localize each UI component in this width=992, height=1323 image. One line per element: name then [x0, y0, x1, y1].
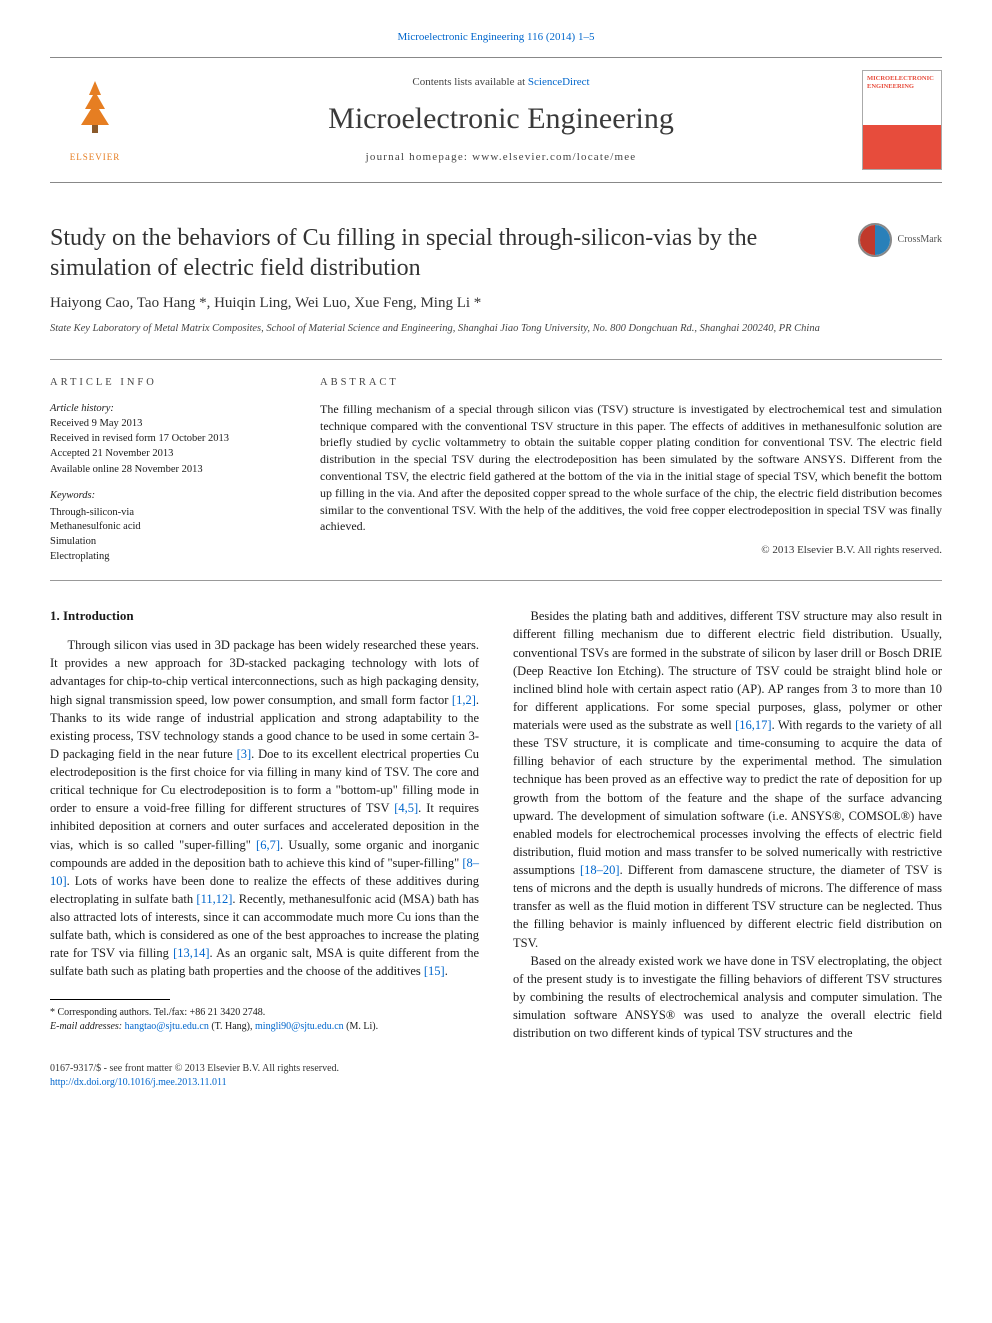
masthead-center: Contents lists available at ScienceDirec… [140, 75, 862, 166]
keywords-block: Keywords: Through-silicon-via Methanesul… [50, 489, 280, 564]
keyword: Methanesulfonic acid [50, 520, 280, 535]
history-line: Accepted 21 November 2013 [50, 446, 280, 461]
abstract-heading: ABSTRACT [320, 376, 942, 391]
journal-title: Microelectronic Engineering [140, 98, 862, 140]
body-paragraph: Based on the already existed work we hav… [513, 952, 942, 1043]
citation-ref[interactable]: [11,12] [196, 892, 232, 906]
citation-link[interactable]: Microelectronic Engineering 116 (2014) 1… [398, 31, 595, 43]
citation-ref[interactable]: [13,14] [173, 946, 209, 960]
authors: Haiyong Cao, Tao Hang *, Huiqin Ling, We… [50, 293, 942, 314]
citation-ref[interactable]: [18–20] [580, 863, 620, 877]
doi-link[interactable]: http://dx.doi.org/10.1016/j.mee.2013.11.… [50, 1077, 227, 1088]
elsevier-name: ELSEVIER [70, 151, 121, 164]
citation-ref[interactable]: [16,17] [735, 718, 771, 732]
keyword: Through-silicon-via [50, 506, 280, 521]
abstract-column: ABSTRACT The filling mechanism of a spec… [320, 376, 942, 564]
citation-ref[interactable]: [6,7] [256, 838, 280, 852]
crossmark-label: CrossMark [898, 233, 942, 247]
contents-prefix: Contents lists available at [412, 76, 527, 88]
email-lead: E-mail addresses: [50, 1021, 125, 1032]
journal-cover-thumbnail: MICROELECTRONIC ENGINEERING [862, 70, 942, 170]
cover-title: MICROELECTRONIC ENGINEERING [867, 75, 937, 89]
front-matter-line: 0167-9317/$ - see front matter © 2013 El… [50, 1062, 942, 1076]
history-line: Available online 28 November 2013 [50, 462, 280, 477]
history-lead: Article history: [50, 401, 280, 416]
citation-ref[interactable]: [8–10] [50, 856, 479, 888]
article-title: Study on the behaviors of Cu filling in … [50, 223, 858, 283]
elsevier-tree-icon [69, 77, 121, 148]
email-who: (M. Li). [344, 1021, 378, 1032]
elsevier-logo: ELSEVIER [50, 70, 140, 170]
article-info-heading: ARTICLE INFO [50, 376, 280, 391]
keyword: Simulation [50, 535, 280, 550]
footnote-separator [50, 999, 170, 1000]
abstract-text: The filling mechanism of a special throu… [320, 401, 942, 535]
email-link[interactable]: mingli90@sjtu.edu.cn [255, 1021, 344, 1032]
keywords-lead: Keywords: [50, 489, 280, 504]
email-link[interactable]: hangtao@sjtu.edu.cn [125, 1021, 209, 1032]
citation-header: Microelectronic Engineering 116 (2014) 1… [50, 30, 942, 45]
citation-ref[interactable]: [1,2] [452, 693, 476, 707]
section-heading: 1. Introduction [50, 607, 479, 626]
citation-ref[interactable]: [15] [424, 964, 445, 978]
body-paragraph: Besides the plating bath and additives, … [513, 607, 942, 951]
sciencedirect-link[interactable]: ScienceDirect [528, 76, 590, 88]
email-who: (T. Hang), [209, 1021, 255, 1032]
history-block: Article history: Received 9 May 2013 Rec… [50, 401, 280, 477]
history-line: Received 9 May 2013 [50, 416, 280, 431]
bottom-line: 0167-9317/$ - see front matter © 2013 El… [50, 1062, 942, 1090]
abstract-copyright: © 2013 Elsevier B.V. All rights reserved… [320, 543, 942, 558]
citation-ref[interactable]: [4,5] [394, 801, 418, 815]
affiliation: State Key Laboratory of Metal Matrix Com… [50, 322, 942, 337]
body-columns: 1. Introduction Through silicon vias use… [50, 607, 942, 1042]
keyword: Electroplating [50, 550, 280, 565]
footnote-block: * Corresponding authors. Tel./fax: +86 2… [50, 1006, 479, 1034]
citation-ref[interactable]: [3] [237, 747, 252, 761]
email-line: E-mail addresses: hangtao@sjtu.edu.cn (T… [50, 1020, 479, 1034]
title-row: Study on the behaviors of Cu filling in … [50, 223, 942, 283]
contents-line: Contents lists available at ScienceDirec… [140, 75, 862, 90]
body-paragraph: Through silicon vias used in 3D package … [50, 636, 479, 980]
corresponding-line: * Corresponding authors. Tel./fax: +86 2… [50, 1006, 479, 1020]
history-line: Received in revised form 17 October 2013 [50, 431, 280, 446]
crossmark-icon [858, 223, 892, 257]
meta-row: ARTICLE INFO Article history: Received 9… [50, 359, 942, 581]
crossmark[interactable]: CrossMark [858, 223, 942, 257]
article-info-column: ARTICLE INFO Article history: Received 9… [50, 376, 280, 564]
masthead: ELSEVIER Contents lists available at Sci… [50, 57, 942, 183]
journal-homepage: journal homepage: www.elsevier.com/locat… [140, 150, 862, 165]
